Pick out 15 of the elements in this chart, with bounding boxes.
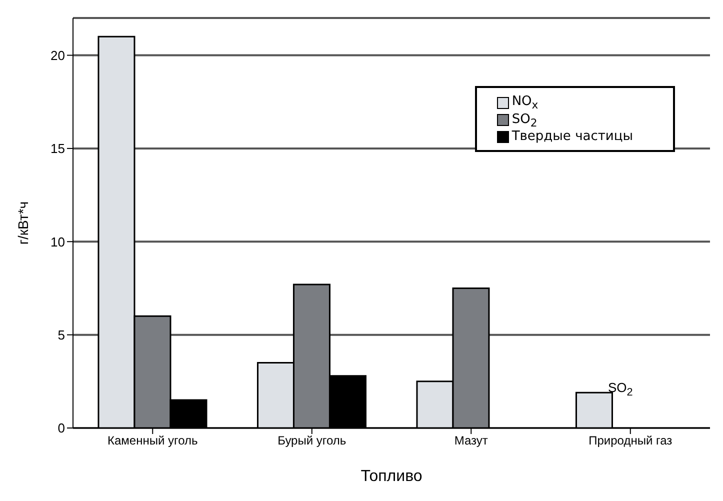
x-tick-label: Бурый уголь: [278, 434, 346, 448]
legend-label: Твердые частицы: [512, 129, 633, 144]
y-tick-label: 10: [50, 234, 65, 250]
x-tick-label: Природный газ: [588, 434, 673, 448]
annotation: SO$_{2}$: [608, 380, 633, 399]
x-axis-title: Топливо: [360, 468, 422, 485]
y-tick-label: 0: [58, 420, 65, 436]
y-tick-label: 5: [58, 327, 65, 342]
y-tick-label: 20: [50, 48, 65, 63]
legend-label: SO$_{2}$: [512, 112, 538, 130]
legend-label: NO$_{x}$: [512, 94, 538, 112]
y-axis-title: г/кВт*ч: [14, 201, 31, 245]
x-tick-label: Мазут: [454, 434, 488, 448]
y-tick-label: 15: [50, 141, 65, 156]
x-tick-label: Каменный уголь: [107, 434, 198, 448]
